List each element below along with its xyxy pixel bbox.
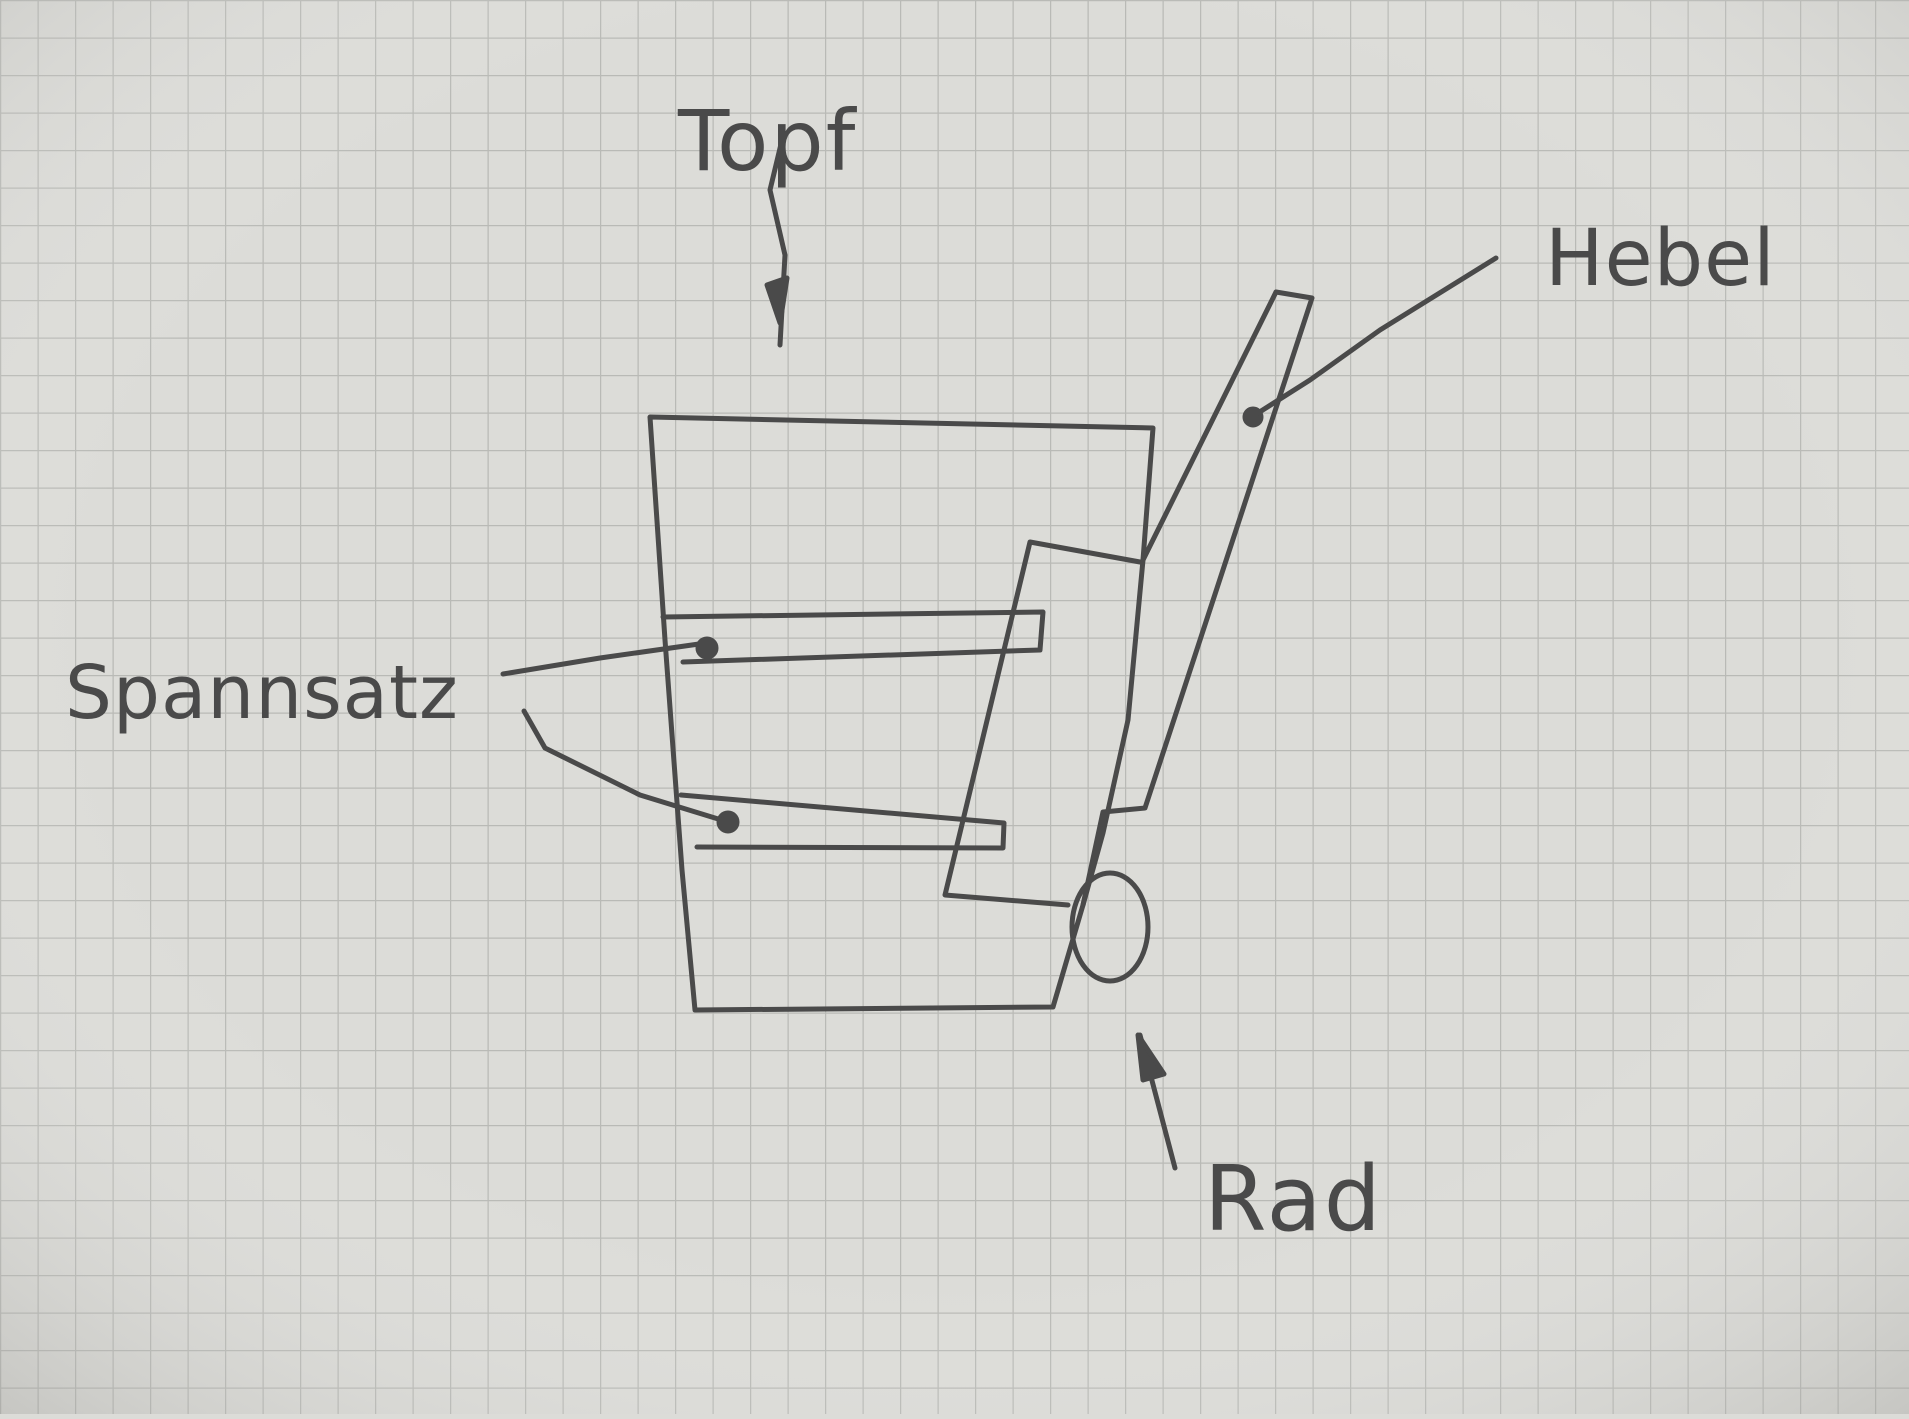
label-hebel: Hebel [1545, 214, 1776, 304]
clamping-bar-upper [660, 609, 1046, 665]
wheel-circle [1069, 870, 1151, 984]
label-spannsatz: Spannsatz [65, 650, 459, 736]
clamping-bar-lower [678, 792, 1007, 851]
spannsatz-leader-lower [521, 708, 731, 825]
lever-body [1080, 289, 1315, 908]
bracket-frame [942, 539, 1143, 908]
lever-left-edge [1140, 289, 1279, 563]
label-rad: Rad [1204, 1147, 1383, 1252]
label-topf: Topf [677, 92, 858, 190]
rad-arrowhead [1135, 1032, 1167, 1083]
spannsatz-leader-upper [500, 640, 709, 677]
topf-arrowhead [764, 275, 790, 326]
hebel-leader-line [1255, 255, 1499, 416]
